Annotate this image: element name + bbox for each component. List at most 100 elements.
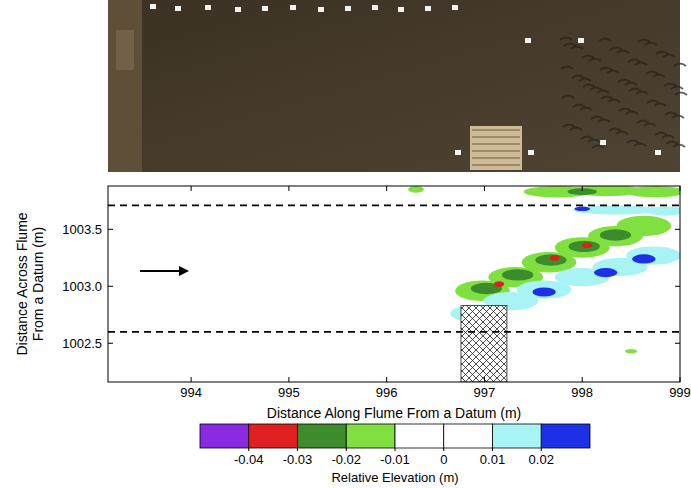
photo-marker — [175, 6, 181, 11]
x-axis-title: Distance Along Flume From a Datum (m) — [267, 405, 521, 421]
photo-marker — [262, 6, 268, 11]
colorbar-box — [346, 424, 395, 448]
photo-ripple — [635, 63, 647, 66]
obstacle — [461, 306, 507, 382]
photo-ripple — [617, 51, 629, 54]
photo-ripple — [607, 71, 619, 74]
photo-structure-slat — [472, 136, 520, 138]
x-tick-top — [191, 186, 192, 191]
photo-structure-body — [470, 126, 522, 170]
x-tick — [680, 377, 681, 382]
photo-structure-slat — [472, 129, 520, 131]
photo-marker — [318, 7, 324, 12]
photo-ripple — [634, 144, 646, 147]
photo-ripple — [672, 116, 684, 119]
x-tick — [191, 377, 192, 382]
contour-patch — [582, 242, 592, 248]
photo-ripple — [647, 101, 659, 104]
photo-marker — [290, 5, 296, 10]
colorbar-tick-label: 0.02 — [529, 452, 554, 467]
reference-line — [108, 331, 680, 333]
photo-marker — [398, 7, 404, 12]
photo-ripple — [609, 129, 621, 132]
photo-ripple — [608, 100, 620, 103]
photo-marker — [372, 5, 378, 10]
plot-frame — [108, 186, 680, 382]
photo-ripple — [618, 80, 630, 83]
photo-ripple — [588, 140, 600, 143]
photo-ripple — [592, 146, 604, 149]
colorbar-box — [444, 424, 493, 448]
contour-patch — [535, 254, 566, 265]
photo-marker — [235, 7, 241, 12]
photo-marker — [525, 38, 531, 43]
photo-ripple — [673, 145, 685, 148]
photo-ripple — [637, 121, 649, 124]
photo-inlet-detail — [116, 30, 134, 70]
photo-ripple — [564, 44, 576, 47]
photo-structure-slat — [472, 157, 520, 159]
contour-patch — [569, 241, 600, 252]
colorbar-tick-label: 0 — [440, 452, 447, 467]
photo-structure-slat — [472, 150, 520, 152]
contour-patch — [626, 186, 680, 197]
x-tick — [288, 377, 289, 382]
contour-patches — [408, 186, 680, 354]
flow-arrow-shaft — [140, 270, 182, 272]
x-tick-top — [386, 186, 387, 191]
x-tick-label: 994 — [180, 385, 202, 400]
photo-ripple — [610, 48, 622, 51]
photo-ripple — [571, 47, 583, 50]
photo-ripple — [627, 141, 639, 144]
x-tick-label: 996 — [376, 385, 398, 400]
photo-structure — [470, 126, 522, 170]
colorbar-tick — [346, 448, 347, 451]
photo-ripple — [601, 97, 613, 100]
reference-line — [108, 205, 680, 207]
contour-patch — [494, 281, 504, 287]
flume-photo — [108, 0, 687, 172]
contour-patch — [600, 229, 631, 240]
photo-marker — [345, 6, 351, 11]
y-tick-right — [675, 343, 680, 344]
colorbar-tick-label: -0.03 — [283, 452, 313, 467]
colorbar-box — [298, 424, 347, 448]
photo-ripple — [619, 109, 631, 112]
photo-marker — [528, 150, 534, 155]
flow-arrow-head — [179, 266, 189, 276]
photo-ripple — [662, 136, 674, 139]
photo-ripple — [663, 55, 675, 58]
contour-patch — [625, 349, 637, 354]
x-tick-top — [582, 186, 583, 191]
photo-ripple — [674, 64, 686, 67]
photo-ground — [108, 0, 680, 172]
colorbar-box — [493, 424, 542, 448]
photo-ripple — [589, 59, 601, 62]
photo-ripple — [665, 113, 677, 116]
photo-ripple — [628, 60, 640, 63]
photo-ripple — [600, 68, 612, 71]
colorbar-box — [200, 424, 249, 448]
photo-ripple — [616, 132, 628, 135]
contour-patch — [594, 268, 617, 277]
photo-marker — [655, 150, 661, 155]
photo-ripple — [675, 93, 687, 96]
colorbar-tick — [297, 448, 298, 451]
contour-patch — [632, 254, 655, 263]
photo-ripple — [666, 142, 678, 145]
x-tick-label: 999 — [669, 385, 691, 400]
contour-patch — [574, 207, 590, 212]
y-tick-label: 1002.5 — [62, 336, 102, 351]
photo-ripple — [579, 79, 591, 82]
x-tick-label: 995 — [278, 385, 300, 400]
y-axis-title-line: Distance Across Flume — [14, 212, 30, 355]
contour-patch — [502, 269, 533, 280]
photo-structure-slat — [472, 164, 520, 166]
x-tick-label: 998 — [571, 385, 593, 400]
photo-structure-slat — [472, 143, 520, 145]
photo-ripple — [626, 112, 638, 115]
photo-ripple — [580, 108, 592, 111]
photo-marker — [455, 150, 461, 155]
photo-ripple — [656, 52, 668, 55]
colorbar: -0.04-0.03-0.02-0.0100.010.02Relative El… — [200, 424, 590, 485]
